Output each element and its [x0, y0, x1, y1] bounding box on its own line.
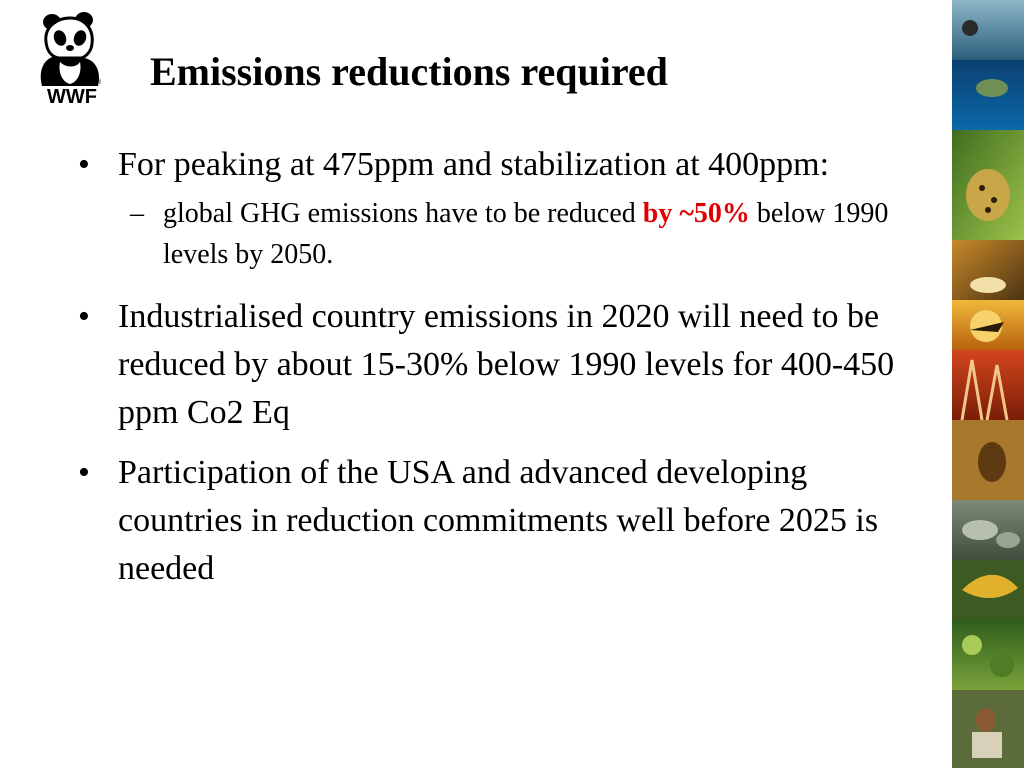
bullet-item: • Industrialised country emissions in 20…	[78, 293, 918, 437]
highlight-text: by ~50%	[642, 198, 750, 229]
svg-text:®: ®	[96, 78, 102, 86]
svg-text:®: ®	[42, 78, 48, 86]
bullet-marker: •	[78, 298, 90, 335]
nature-photo-strip	[952, 0, 1024, 768]
sub-bullet-text-end: below 1990 levels by 2050.	[163, 198, 889, 270]
bullet-marker: •	[78, 454, 90, 491]
bullet-marker: •	[78, 146, 90, 183]
sub-bullet-marker: –	[130, 198, 144, 229]
slide-title: Emissions reductions required	[150, 49, 668, 94]
logo-text: WWF	[47, 86, 97, 108]
sub-bullet-item: – global GHG emissions have to be reduce…	[78, 193, 918, 275]
bullet-list: • For peaking at 475ppm and stabilizatio…	[78, 141, 918, 593]
sub-bullet-text: global GHG emissions have to be reduced	[163, 198, 643, 229]
wwf-logo: ® ® WWF	[36, 12, 108, 108]
bullet-item: • Participation of the USA and advanced …	[78, 449, 918, 593]
bullet-text: Participation of the USA and advanced de…	[118, 454, 879, 587]
bullet-text: For peaking at 475ppm and stabilization …	[118, 146, 830, 183]
panda-icon: ® ®	[40, 12, 102, 86]
bullet-item: • For peaking at 475ppm and stabilizatio…	[78, 141, 918, 189]
bullet-text: Industrialised country emissions in 2020…	[118, 298, 895, 431]
